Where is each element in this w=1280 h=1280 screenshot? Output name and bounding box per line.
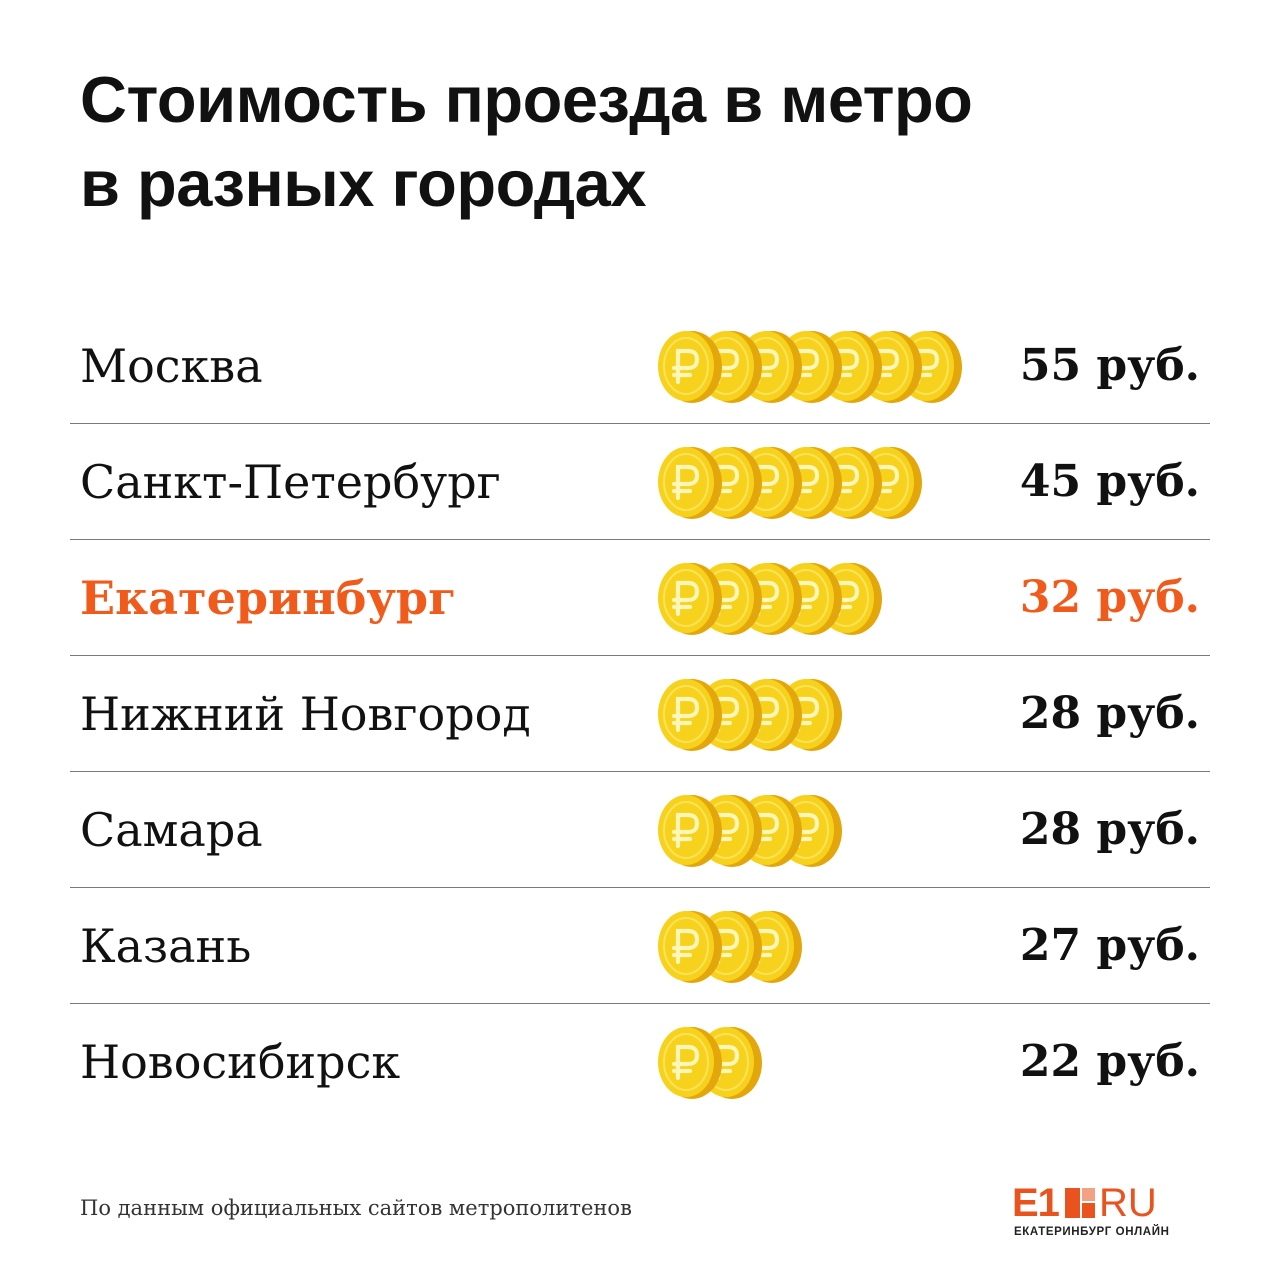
table-row: Екатеринбург 32 руб.: [70, 540, 1210, 656]
page-title: Стоимость проезда в метро в разных город…: [80, 58, 1180, 226]
city-label: Самара: [80, 803, 263, 857]
logo-ru-text: RU: [1098, 1181, 1157, 1225]
logo-e1-text: E1: [1012, 1181, 1060, 1225]
city-label: Санкт-Петербург: [80, 455, 501, 509]
price-value: 32 руб.: [1019, 572, 1200, 623]
coin-stack: [658, 911, 802, 983]
table-row: Санкт-Петербург 45 руб.: [70, 424, 1210, 540]
city-label: Екатеринбург: [80, 571, 457, 625]
city-label: Нижний Новгород: [80, 687, 531, 741]
ruble-coin-icon: [658, 911, 722, 983]
coin-stack: [658, 447, 922, 519]
ruble-coin-icon: [658, 563, 722, 635]
price-value: 27 руб.: [1019, 920, 1200, 971]
ruble-coin-icon: [658, 679, 722, 751]
coin-stack: [658, 1027, 762, 1099]
coin-stack: [658, 795, 842, 867]
source-note: По данным официальных сайтов метрополите…: [80, 1196, 632, 1220]
table-row: Нижний Новгород 28 руб.: [70, 656, 1210, 772]
price-value: 28 руб.: [1019, 804, 1200, 855]
coin-stack: [658, 331, 962, 403]
table-row: Казань 27 руб.: [70, 888, 1210, 1004]
ruble-coin-icon: [658, 331, 722, 403]
ruble-coin-icon: [658, 447, 722, 519]
table-row: Самара 28 руб.: [70, 772, 1210, 888]
coin-stack: [658, 679, 842, 751]
price-value: 22 руб.: [1019, 1036, 1200, 1087]
e1-logo-icon[interactable]: E1 RU ЕКАТЕРИНБУРГ ОНЛАЙН: [1012, 1181, 1202, 1240]
city-label: Казань: [80, 919, 252, 973]
table-row: Москва 55 руб.: [70, 308, 1210, 424]
logo-wordmark: E1 RU: [1012, 1181, 1157, 1225]
price-value: 28 руб.: [1019, 688, 1200, 739]
coin-stack: [658, 563, 882, 635]
table-row: Новосибирск 22 руб.: [70, 1004, 1210, 1120]
price-value: 55 руб.: [1019, 340, 1200, 391]
ruble-coin-icon: [658, 1027, 722, 1099]
title-line-2: в разных городах: [80, 147, 647, 220]
ruble-coin-icon: [658, 795, 722, 867]
price-value: 45 руб.: [1019, 456, 1200, 507]
city-label: Москва: [80, 339, 263, 393]
logo-subtitle: ЕКАТЕРИНБУРГ ОНЛАЙН: [1014, 1226, 1170, 1238]
title-line-1: Стоимость проезда в метро: [80, 63, 973, 136]
city-label: Новосибирск: [80, 1035, 401, 1089]
price-table: Москва 55 руб. Санкт-Петербург 45 руб. Екате…: [70, 308, 1210, 1120]
logo-square-icon: [1064, 1188, 1095, 1218]
